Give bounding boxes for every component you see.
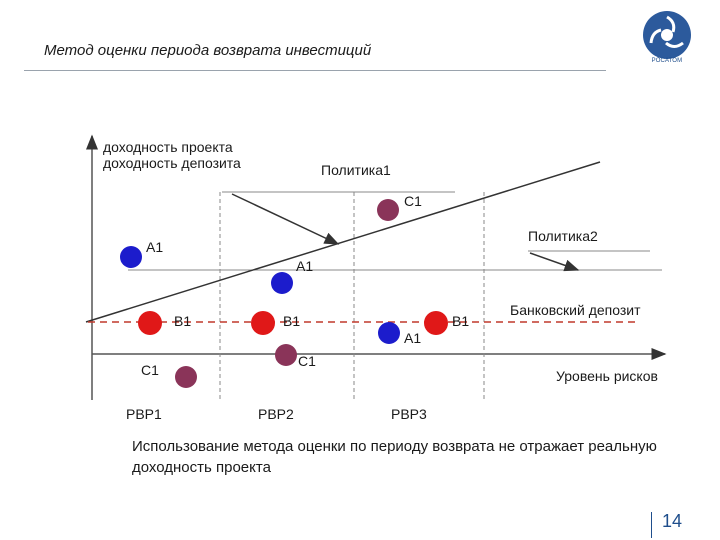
group-label-pbp1: РВР1: [126, 406, 162, 422]
y-axis-label-project: доходность проекта: [103, 139, 233, 155]
point-label-b1-group2: B1: [283, 313, 301, 329]
policy1-arrow: [231, 193, 340, 245]
point-label-c1-group1: C1: [141, 362, 159, 378]
slide-title: Метод оценки периода возврата инвестиций: [44, 42, 372, 59]
logo-wordmark: РОСАТОМ: [651, 58, 683, 64]
policy2-label: Политика2: [528, 228, 598, 244]
point-a1-group1: [120, 246, 142, 268]
point-label-a1-group2: A1: [296, 258, 314, 274]
point-b1-group2: [251, 311, 275, 335]
point-label-a1-group1: A1: [146, 239, 164, 255]
page-number: 14: [662, 511, 683, 531]
policy2-arrow: [529, 252, 580, 272]
trend-line: [85, 161, 601, 323]
point-label-c1-group2: C1: [298, 353, 316, 369]
title-divider: [24, 70, 606, 71]
point-c1-group3: [377, 199, 399, 221]
x-axis-label: Уровень рисков: [556, 368, 658, 384]
rosatom-logo-icon: [643, 11, 691, 59]
point-label-a1-group3: A1: [404, 330, 422, 346]
conclusion-note: Использование метода оценки по периоду в…: [132, 438, 657, 476]
point-c1-group1: [175, 366, 197, 388]
point-c1-group2: [275, 344, 297, 366]
deposit-label: Банковский депозит: [510, 302, 641, 318]
policy1-label: Политика1: [321, 162, 391, 178]
point-a1-group2: [271, 272, 293, 294]
point-a1-group3: [378, 322, 400, 344]
point-label-b1-group3: B1: [452, 313, 470, 329]
point-b1-group3: [424, 311, 448, 335]
group-label-pbp2: РВР2: [258, 406, 294, 422]
y-axis-label-deposit: доходность депозита: [103, 155, 241, 171]
group-label-pbp3: РВР3: [391, 406, 427, 422]
point-label-c1-group3: C1: [404, 193, 422, 209]
page-number-divider: [651, 512, 652, 538]
point-label-b1-group1: B1: [174, 313, 192, 329]
point-b1-group1: [138, 311, 162, 335]
